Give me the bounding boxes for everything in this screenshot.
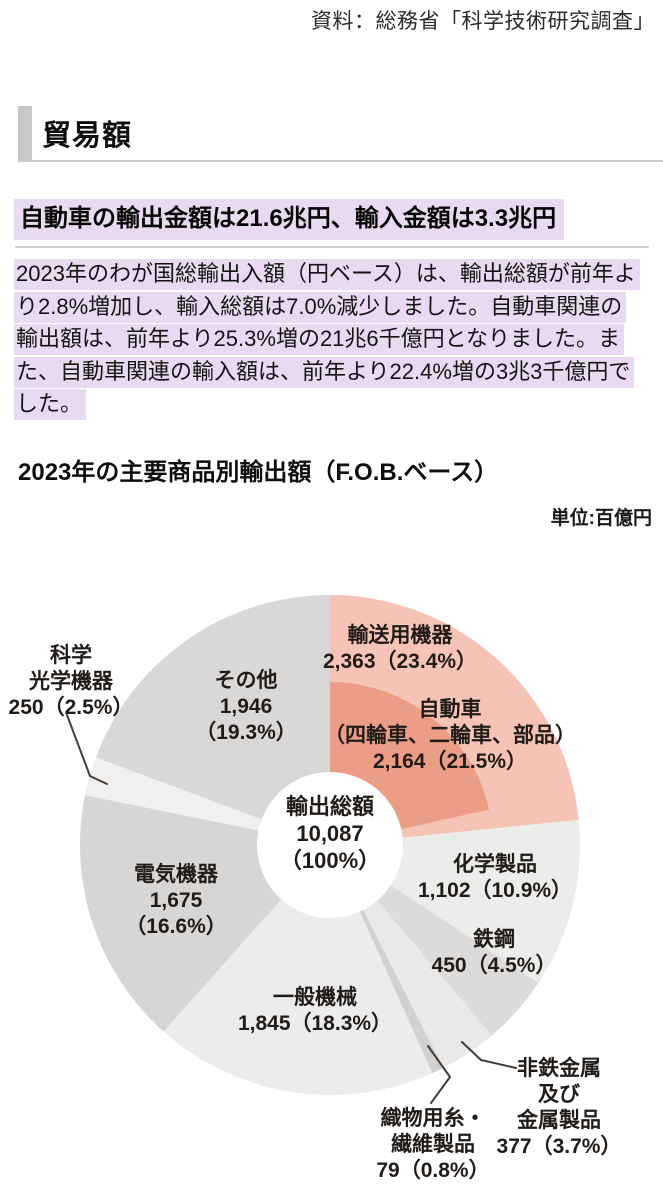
pie-segment-8	[95, 595, 330, 845]
pie-chart: 輸送用機器 2,363（23.4%） 自動車 （四輪車、二輪車、部品） 2,16…	[0, 570, 663, 1200]
segment-label-others: その他 1,946 （19.3%）	[195, 669, 297, 744]
section-bar	[18, 106, 32, 160]
leader-line-textiles	[427, 1045, 451, 1104]
headline-rule	[15, 246, 649, 248]
leader-line-nonferrous-metals	[461, 1041, 517, 1069]
pie-center-label: 輸出総額 10,087 （100%）	[279, 794, 381, 873]
chart-title: 2023年の主要商品別輸出額（F.O.B.ベース）	[18, 459, 499, 486]
segment-label-chemicals: 化学製品 1,102（10.9%）	[417, 853, 573, 902]
segment-label-optical-instruments: 科学 光学機器 250（2.5%）	[8, 644, 134, 719]
segment-label-textiles: 織物用糸・ 繊維製品 79（0.8%）	[376, 1107, 490, 1182]
pie-segment-5	[163, 845, 433, 1095]
section-header: 貿易額	[18, 106, 663, 162]
body-paragraph: 2023年のわが国総輸出入額（円ベース）は、輸出総額が前年よ り2.8%増加し、…	[14, 258, 659, 421]
paragraph-line: した。	[14, 388, 659, 421]
segment-label-electrical-equipment: 電気機器 1,675 （16.6%）	[125, 863, 227, 938]
paragraph-line: た、自動車関連の輸入額は、前年より22.4%増の3兆3千億円で	[14, 356, 659, 389]
segment-label-automobiles: 自動車 （四輪車、二輪車、部品） 2,164（21.5%）	[324, 698, 576, 773]
section-title: 貿易額	[42, 120, 133, 152]
headline: 自動車の輸出金額は21.6兆円、輸入金額は3.3兆円	[14, 198, 565, 240]
pie-svg	[66, 595, 581, 1104]
source-note: 資料：総務省「科学技術研究調査」	[311, 10, 655, 33]
leader-line-optical-instruments	[66, 714, 108, 785]
segment-label-transport-equipment: 輸送用機器 2,363（23.4%）	[322, 624, 478, 673]
segment-label-nonferrous-metals: 非鉄金属 及び 金属製品 377（3.7%）	[496, 1057, 622, 1158]
pie-center-hole	[257, 772, 403, 918]
headline-highlight: 自動車の輸出金額は21.6兆円、輸入金額は3.3兆円	[14, 199, 565, 240]
segment-label-general-machinery: 一般機械 1,845（18.3%）	[237, 986, 393, 1035]
paragraph-line: 輸出額は、前年より25.3%増の21兆6千億円となりました。ま	[14, 323, 659, 356]
unit-label: 単位:百億円	[550, 508, 652, 529]
paragraph-line: 2023年のわが国総輸出入額（円ベース）は、輸出総額が前年よ	[14, 258, 659, 291]
paragraph-line: り2.8%増加し、輸入総額は7.0%減少しました。自動車関連の	[14, 291, 659, 324]
segment-label-steel: 鉄鋼 450（4.5%）	[431, 928, 557, 977]
